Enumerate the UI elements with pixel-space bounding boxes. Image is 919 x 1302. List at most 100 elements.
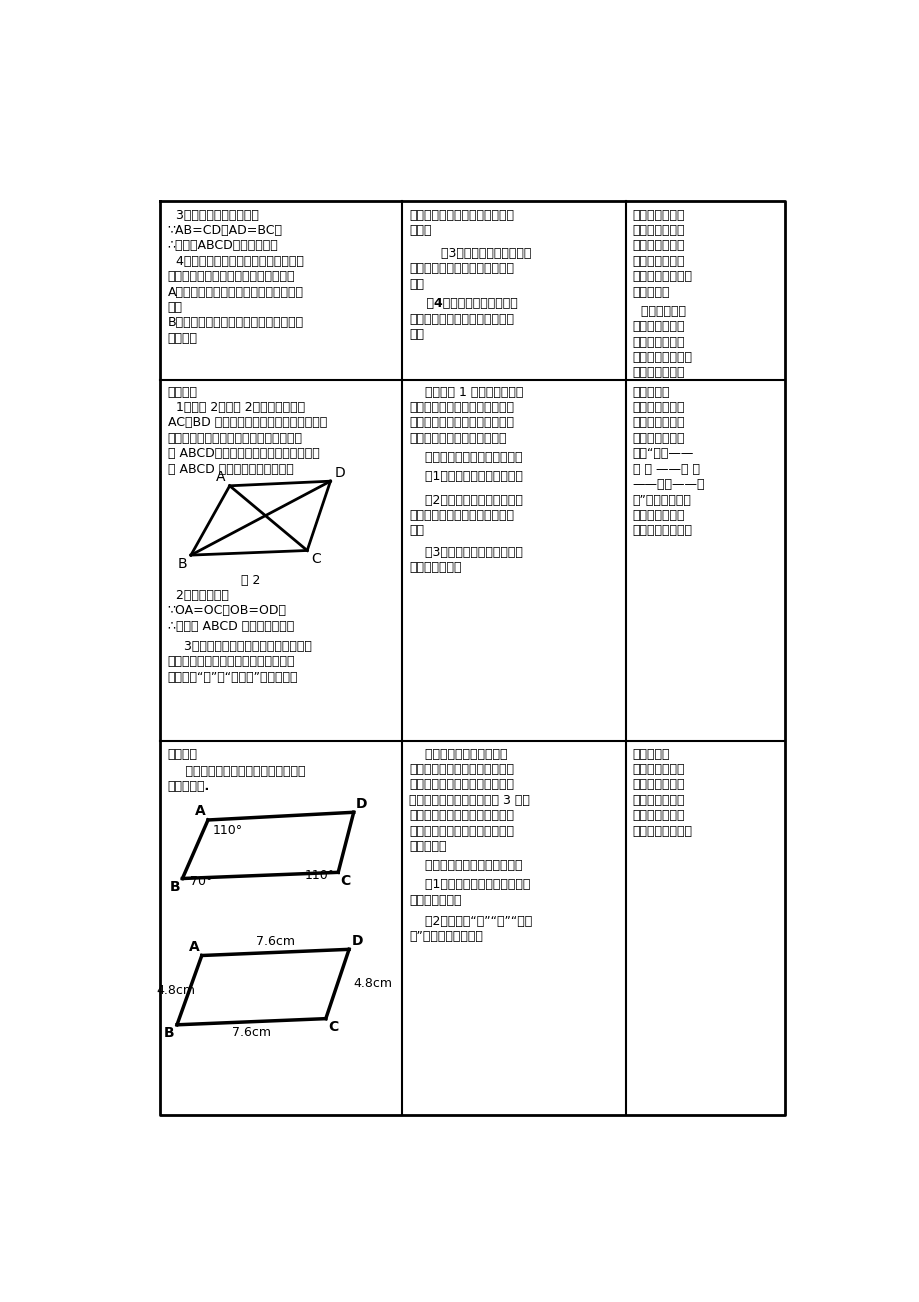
Text: 1、探究 2：如图 2，将两根细木条: 1、探究 2：如图 2，将两根细木条: [167, 401, 304, 414]
Text: 别相等。: 别相等。: [167, 332, 198, 345]
Text: 等。体现化归的: 等。体现化归的: [632, 224, 685, 237]
Text: 线”的角度考虑问题。: 线”的角度考虑问题。: [409, 930, 482, 943]
Text: 现；: 现；: [409, 525, 424, 538]
Text: C: C: [328, 1021, 338, 1034]
Text: A: A: [195, 805, 206, 819]
Text: 形 ABCD。并观察：转动两根木条，四边: 形 ABCD。并观察：转动两根木条，四边: [167, 448, 319, 461]
Text: 中学会与人合作。: 中学会与人合作。: [632, 525, 692, 538]
Text: 破了难点。: 破了难点。: [632, 285, 669, 298]
Text: 步探索平行四边形的其他判定方: 步探索平行四边形的其他判定方: [409, 401, 514, 414]
Text: 达和这里的符号: 达和这里的符号: [632, 320, 685, 333]
Text: 这组判别题: 这组判别题: [632, 747, 669, 760]
Text: 极性、准确性；: 极性、准确性；: [409, 894, 461, 907]
Text: 4.8cm: 4.8cm: [353, 978, 391, 991]
Text: 表示是理解判定: 表示是理解判定: [632, 336, 685, 349]
Text: 在此过程中它始终是一个平行四: 在此过程中它始终是一个平行四: [409, 208, 514, 221]
Text: 让学生继续: 让学生继续: [632, 385, 669, 398]
Text: 路。: 路。: [409, 277, 424, 290]
Text: 3、符号语言表示定理：: 3、符号语言表示定理：: [167, 208, 258, 221]
Text: 学的三种平行四: 学的三种平行四: [632, 810, 685, 822]
Text: ——验证——推: ——验证——推: [632, 478, 705, 491]
Text: D: D: [356, 797, 367, 811]
Text: 运用探究 1 的研究方法进一: 运用探究 1 的研究方法进一: [409, 385, 523, 398]
Text: （3）学生能否通过独立思: （3）学生能否通过独立思: [409, 247, 531, 260]
Text: 图 2: 图 2: [241, 574, 260, 587]
Text: 3、方法小结：现在你有多少种判定平: 3、方法小结：现在你有多少种判定平: [167, 639, 312, 652]
Text: 用橡皮筋连接木条的顶点，做成一个四边: 用橡皮筋连接木条的顶点，做成一个四边: [167, 432, 302, 445]
Text: 法。师生共同得出：对角线互相: 法。师生共同得出：对角线互相: [409, 417, 514, 430]
Text: 行四边形的判定方法），这 3 个问: 行四边形的判定方法），这 3 个问: [409, 794, 529, 807]
Text: 考、小组合作得出正确的证明思: 考、小组合作得出正确的证明思: [409, 263, 514, 276]
Text: 题对学生没有困难，教师只需作: 题对学生没有困难，教师只需作: [409, 810, 514, 822]
Text: 运用“观察——: 运用“观察——: [632, 448, 693, 461]
Text: ∴四边形ABCD为平行四边形: ∴四边形ABCD为平行四边形: [167, 240, 278, 253]
Text: D: D: [334, 466, 345, 479]
Text: C: C: [311, 552, 321, 566]
Text: 动手、实验，亲: 动手、实验，亲: [632, 401, 685, 414]
Text: （3）学生使用几何语言的规: （3）学生使用几何语言的规: [409, 546, 523, 559]
Text: 法从理论上证明他们的猜想、发: 法从理论上证明他们的猜想、发: [409, 509, 514, 522]
Text: 方法的重要方面，: 方法的重要方面，: [632, 352, 692, 365]
Text: 前面的文字表: 前面的文字表: [632, 305, 685, 318]
Text: 110°: 110°: [304, 870, 334, 883]
Text: 思想。也使学生: 思想。也使学生: [632, 240, 685, 253]
Text: 用。直接运用已: 用。直接运用已: [632, 794, 685, 807]
Text: ∵AB=CD，AD=BC，: ∵AB=CD，AD=BC，: [167, 224, 282, 237]
Text: 有一个不断的自: 有一个不断的自: [632, 255, 685, 268]
Text: 70°: 70°: [190, 875, 212, 888]
Text: 理。: 理。: [409, 328, 424, 341]
Text: 实 验 ——猜 想: 实 验 ——猜 想: [632, 462, 699, 475]
Text: 边形的判定方法。: 边形的判定方法。: [632, 824, 692, 837]
Text: （1）学生回答问题和评价的积: （1）学生回答问题和评价的积: [409, 879, 530, 892]
Text: 学生抢答并说出判定的依: 学生抢答并说出判定的依: [409, 747, 507, 760]
Text: 在此活动中，教师应重点关注: 在此活动中，教师应重点关注: [409, 859, 522, 872]
Text: B：用判定定理，看它的两组对边是否分: B：用判定定理，看它的两组对边是否分: [167, 316, 303, 329]
Text: B: B: [169, 880, 180, 894]
Text: 理”的研究方法，: 理”的研究方法，: [632, 493, 691, 506]
Text: 4、方法小结：因此要判定一个四边形: 4、方法小结：因此要判定一个四边形: [167, 255, 303, 268]
Text: A: A: [188, 940, 199, 954]
Text: 4.8cm: 4.8cm: [156, 983, 196, 996]
Text: 是不是平行四边形已有以下两种方法：: 是不是平行四边形已有以下两种方法：: [167, 271, 295, 284]
Text: 号语言结合几何图形描述判定定: 号语言结合几何图形描述判定定: [409, 312, 514, 326]
Text: 110°: 110°: [212, 824, 243, 837]
Text: C: C: [340, 874, 350, 888]
Text: （4）强调学生会用几何符: （4）强调学生会用几何符: [409, 297, 517, 310]
Text: 现知识的直接运: 现知识的直接运: [632, 779, 685, 792]
Text: A：用定义：看它的两组对边是否分别平: A：用定义：看它的两组对边是否分别平: [167, 285, 303, 298]
Text: 发展过程，体会: 发展过程，体会: [632, 432, 685, 445]
Text: 应让学生掌握。: 应让学生掌握。: [632, 366, 685, 379]
Text: ∴四边形 ABCD 为平行四边形。: ∴四边形 ABCD 为平行四边形。: [167, 620, 294, 633]
Text: 历知识的发生、: 历知识的发生、: [632, 417, 685, 430]
Text: 形的方法。: 形的方法。: [409, 840, 447, 853]
Text: （2）能否从“边”“角”“对角: （2）能否从“边”“角”“对角: [409, 915, 532, 928]
Text: 2、符号表示：: 2、符号表示：: [167, 589, 228, 602]
Text: 据，教师组织学生进行评价。而: 据，教师组织学生进行评价。而: [409, 763, 514, 776]
Text: 行。: 行。: [167, 301, 183, 314]
Text: 的难度较浅，体: 的难度较浅，体: [632, 763, 685, 776]
Text: B: B: [177, 557, 187, 570]
Text: （1）学生实验操作的准确性: （1）学生实验操作的准确性: [409, 470, 523, 483]
Text: 7.6cm: 7.6cm: [255, 935, 295, 948]
Text: 并在探究的过程: 并在探究的过程: [632, 509, 685, 522]
Text: 形 ABCD 一直是平行四边形吗？: 形 ABCD 一直是平行四边形吗？: [167, 462, 293, 475]
Text: 相等、三角形全: 相等、三角形全: [632, 208, 685, 221]
Text: A: A: [216, 470, 225, 484]
Text: 7.6cm: 7.6cm: [232, 1026, 270, 1039]
Text: 范性和严谨性。: 范性和严谨性。: [409, 561, 461, 574]
Text: 在此活动中，教师应重点关注: 在此活动中，教师应重点关注: [409, 452, 522, 464]
Text: ∵OA=OC，OB=OD，: ∵OA=OC，OB=OD，: [167, 604, 287, 617]
Text: 且根据学生已有的知识结构（平: 且根据学生已有的知识结构（平: [409, 779, 514, 792]
Text: 活动三：: 活动三：: [167, 385, 198, 398]
Text: （2）学生能否运用不同的方: （2）学生能否运用不同的方: [409, 493, 523, 506]
Text: 活动四：: 活动四：: [167, 747, 198, 760]
Text: 判断下列四边形是否是平行四边形？: 判断下列四边形是否是平行四边形？: [167, 764, 305, 777]
Text: AC、BD 的中点重叠，用小钉绞合在一起，: AC、BD 的中点重叠，用小钉绞合在一起，: [167, 417, 326, 430]
Text: B: B: [164, 1026, 175, 1040]
Text: 平分的四边形是平行四边形。: 平分的四边形是平行四边形。: [409, 432, 506, 445]
Text: 行四边形的方法了？这些方法分别是从: 行四边形的方法了？这些方法分别是从: [167, 655, 295, 668]
Text: 适当引导学生说出判定平行四边: 适当引导学生说出判定平行四边: [409, 824, 514, 837]
Text: D: D: [351, 934, 362, 948]
Text: 并说明理由.: 并说明理由.: [167, 780, 210, 793]
Text: 四边形的“边”、“对角线”去考虑的。: 四边形的“边”、“对角线”去考虑的。: [167, 671, 298, 684]
